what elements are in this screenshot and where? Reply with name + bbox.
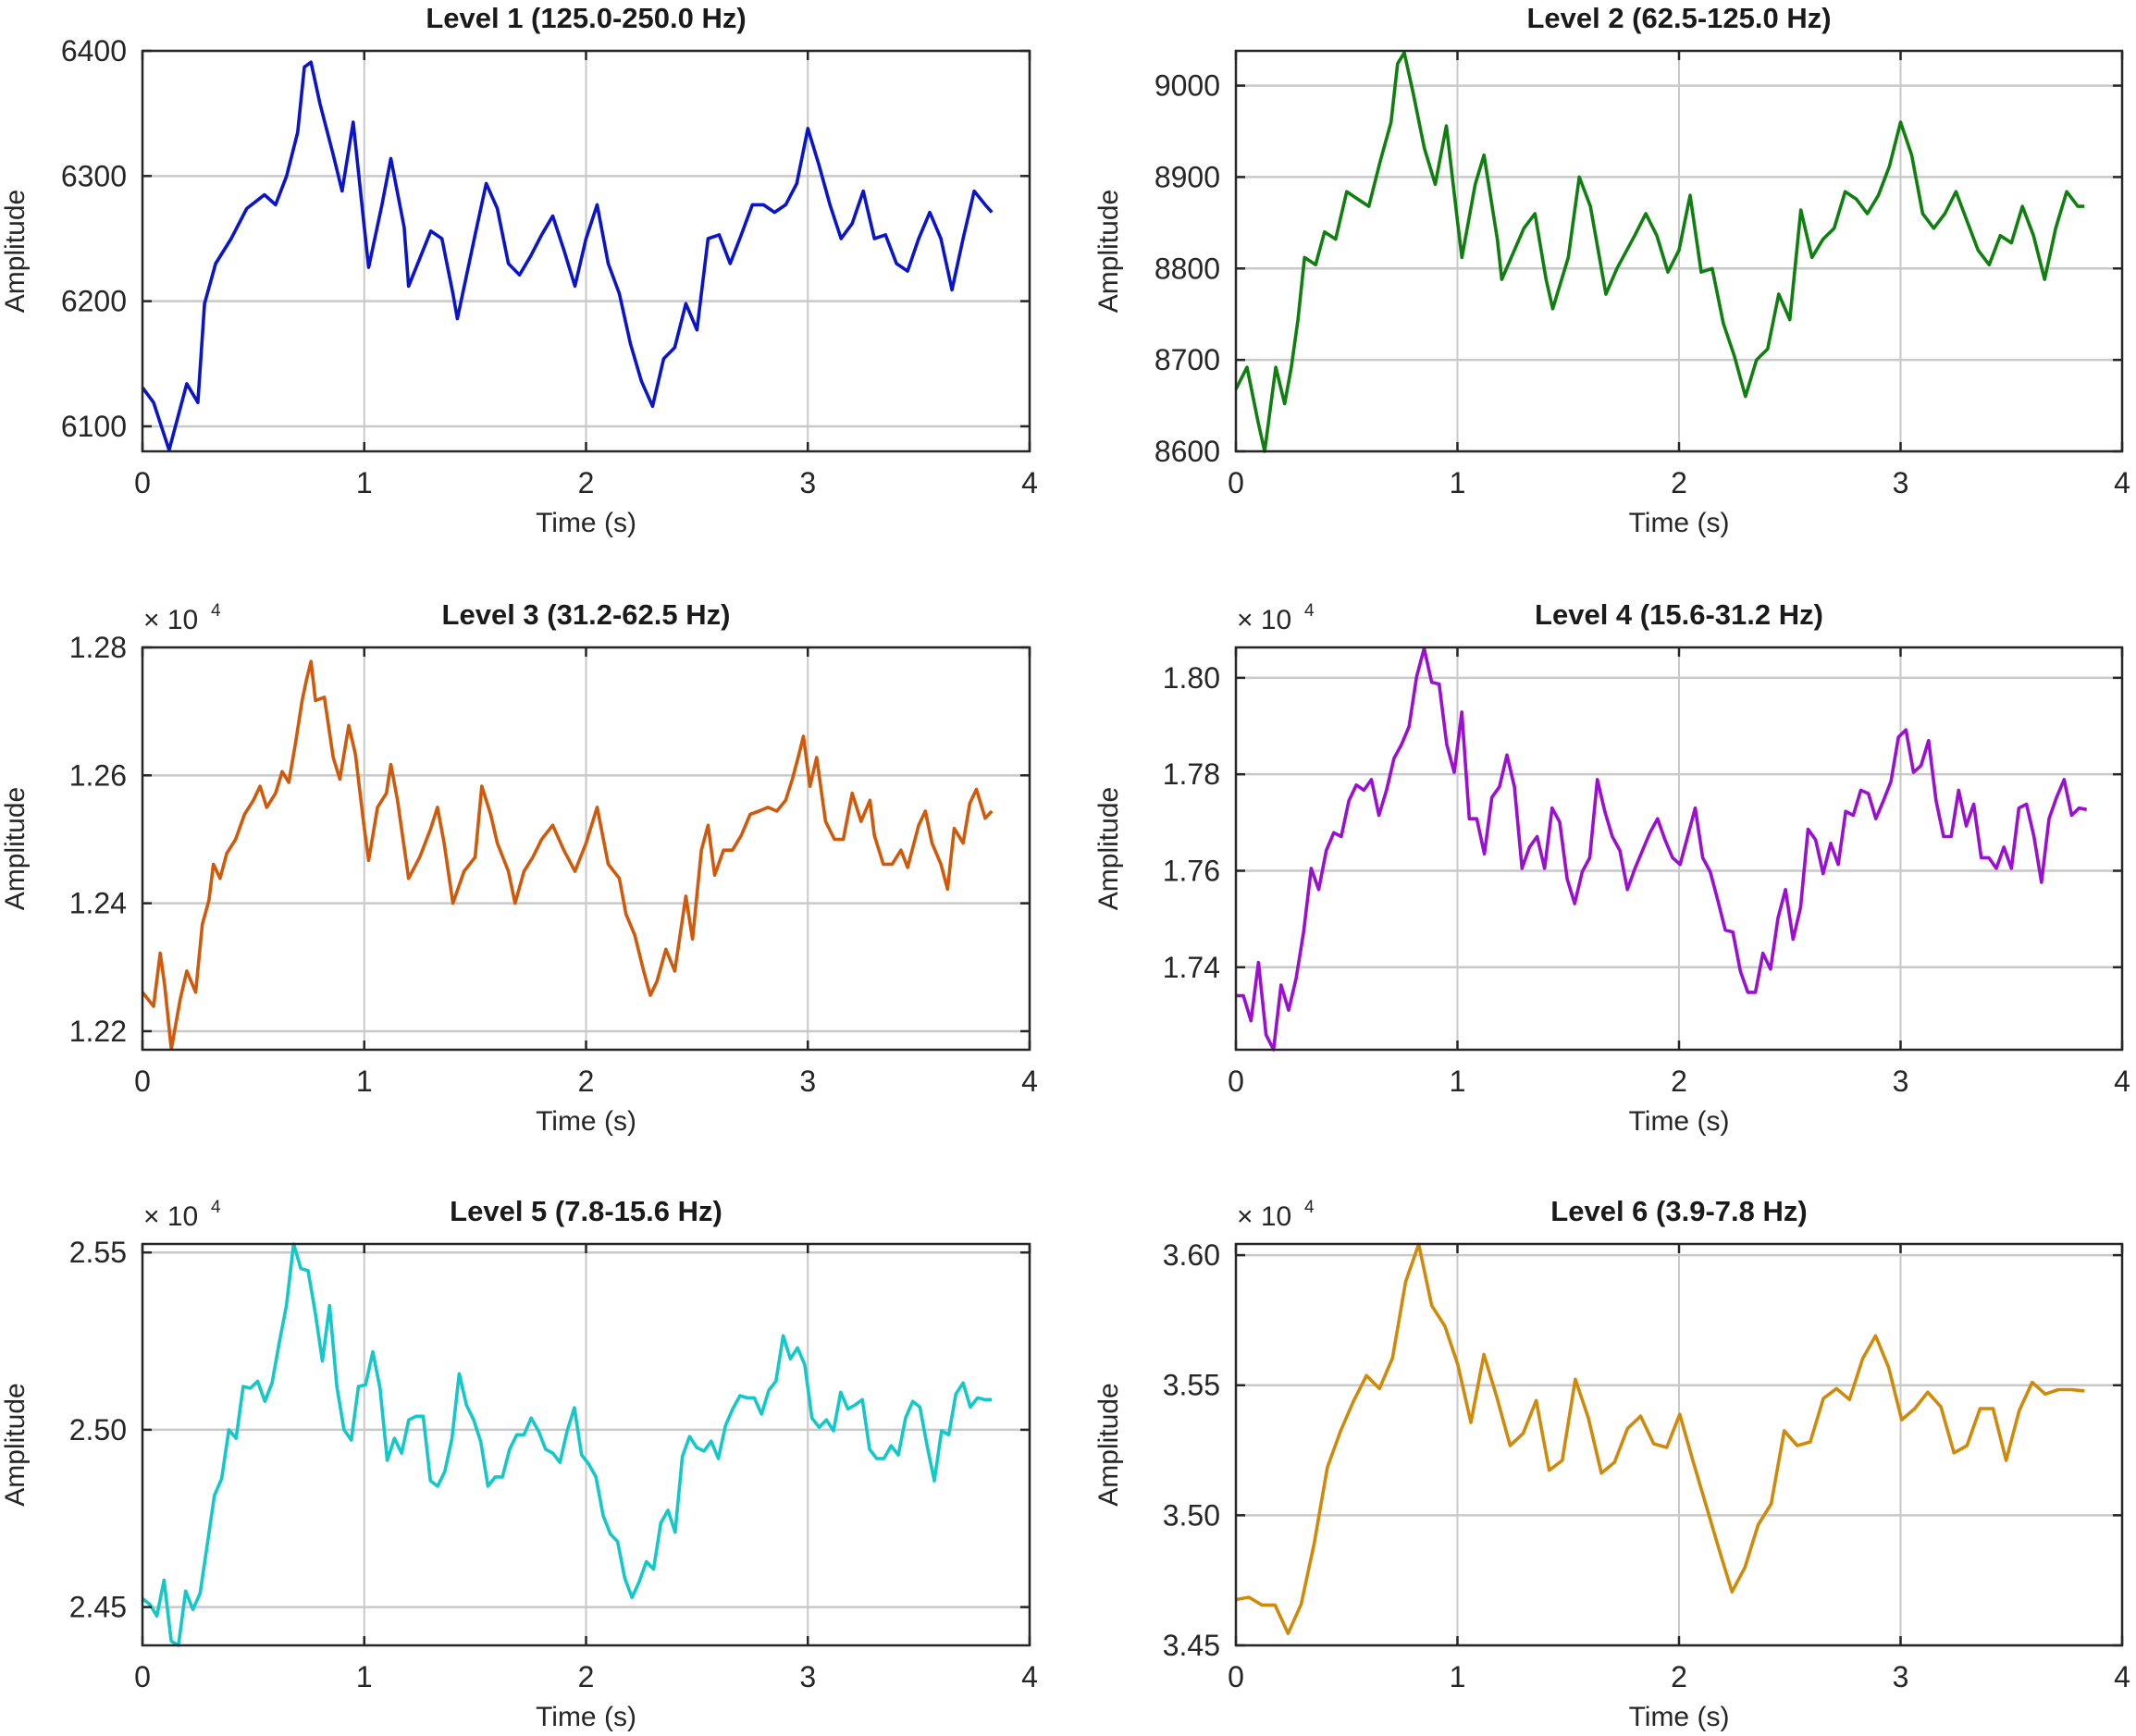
x-tick-label: 1 (1450, 1660, 1466, 1693)
x-axis-label: Time (s) (1629, 1702, 1730, 1732)
y-tick-label: 3.50 (1163, 1498, 1220, 1532)
y-tick-label: 2.55 (69, 1236, 127, 1269)
x-tick-label: 4 (1021, 1065, 1038, 1098)
x-tick-label: 1 (1450, 466, 1466, 499)
x-axis-label: Time (s) (1629, 1106, 1730, 1137)
y-tick-label: 1.76 (1163, 854, 1220, 887)
x-tick-label: 2 (1671, 1065, 1687, 1098)
subplot-level-5: 0 1 2 3 4 2.45 2.50 2.55 Level 5 (7.8-15.6 Hz) Ti… (0, 1195, 1038, 1732)
x-tick-label: 1 (356, 1065, 373, 1098)
x-tick-label: 2 (578, 1660, 595, 1693)
x-tick-label: 4 (1021, 1660, 1038, 1693)
axis-exponent-power: 4 (211, 601, 221, 621)
series-line-level-5 (141, 1242, 993, 1647)
x-tick-label: 2 (578, 466, 595, 499)
chart-title: Level 3 (31.2-62.5 Hz) (442, 598, 731, 631)
series-line-level-1 (141, 60, 994, 452)
x-tick-label: 2 (578, 1065, 595, 1098)
chart-title: Level 2 (62.5-125.0 Hz) (1526, 2, 1831, 34)
chart-title: Level 1 (125.0-250.0 Hz) (426, 2, 746, 34)
x-tick-label: 4 (2114, 1065, 2130, 1098)
x-axis-label: Time (s) (536, 508, 636, 538)
axis-exponent-base: × 10 (1237, 605, 1291, 635)
y-tick-label: 8900 (1154, 160, 1220, 193)
axis-exponent-base: × 10 (143, 605, 198, 635)
x-tick-label: 3 (799, 1660, 816, 1693)
x-tick-label: 3 (1893, 1660, 1909, 1693)
axis-exponent-power: 4 (1304, 1198, 1315, 1217)
subplot-level-4: 0 1 2 3 4 1.74 1.76 1.78 1.80 Level 4 (15.6-31.2 … (1093, 598, 2130, 1137)
x-tick-label: 0 (1228, 1065, 1244, 1098)
y-tick-label: 1.28 (69, 631, 127, 664)
series-line-level-2 (1234, 51, 2085, 453)
y-tick-label: 2.45 (69, 1591, 127, 1624)
y-tick-label: 1.74 (1163, 951, 1220, 984)
y-tick-label: 8600 (1154, 435, 1220, 468)
y-tick-label: 6100 (61, 410, 127, 443)
y-axis-label: Amplitude (1093, 190, 1124, 313)
subplot-level-3: 0 1 2 3 4 1.22 1.24 1.26 1.28 Level 3 (31.2-62.5 … (0, 598, 1038, 1137)
subplot-level-2: 0 1 2 3 4 8600 8700 8800 8900 9000 Level 2 (62.5-1… (1093, 2, 2130, 538)
x-tick-label: 4 (1021, 466, 1038, 499)
x-tick-label: 3 (799, 466, 816, 499)
axis-exponent-base: × 10 (143, 1201, 198, 1232)
y-axis-label: Amplitude (1093, 1383, 1124, 1506)
y-axis-label: Amplitude (0, 1383, 31, 1506)
y-axis-label: Amplitude (1093, 787, 1124, 910)
x-axis-label: Time (s) (1629, 508, 1730, 538)
chart-title: Level 5 (7.8-15.6 Hz) (450, 1195, 722, 1227)
y-tick-label: 3.60 (1163, 1238, 1220, 1272)
series-line-level-4 (1236, 646, 2088, 1052)
y-tick-label: 1.22 (69, 1015, 127, 1048)
x-tick-label: 3 (1893, 466, 1909, 499)
y-axis-label: Amplitude (0, 787, 31, 910)
x-tick-label: 4 (2114, 1660, 2130, 1693)
x-tick-label: 0 (134, 466, 151, 499)
x-tick-label: 1 (1450, 1065, 1466, 1098)
x-axis-label: Time (s) (536, 1702, 636, 1732)
series-line-level-6 (1235, 1242, 2085, 1635)
y-tick-label: 2.50 (69, 1413, 127, 1447)
y-tick-label: 6400 (61, 34, 127, 68)
y-axis-label: Amplitude (0, 190, 31, 313)
chart-title: Level 4 (15.6-31.2 Hz) (1535, 598, 1823, 631)
x-tick-label: 3 (799, 1065, 816, 1098)
x-tick-label: 2 (1671, 466, 1687, 499)
x-tick-label: 0 (134, 1065, 151, 1098)
x-tick-label: 3 (1893, 1065, 1909, 1098)
y-tick-label: 1.26 (69, 758, 127, 792)
x-tick-label: 0 (134, 1660, 151, 1693)
y-tick-label: 1.24 (69, 887, 127, 920)
x-tick-label: 0 (1228, 466, 1244, 499)
y-tick-label: 6300 (61, 159, 127, 192)
subplot-level-6: 0 1 2 3 4 3.45 3.50 3.55 3.60 Level 6 (3.9-7.8 Hz… (1093, 1195, 2130, 1732)
y-tick-label: 3.45 (1163, 1629, 1220, 1662)
x-tick-label: 4 (2114, 466, 2130, 499)
subplot-level-1: 0 1 2 3 4 6100 6200 6300 6400 Level 1 (125.0-250.… (0, 2, 1038, 538)
x-tick-label: 1 (356, 466, 373, 499)
y-tick-label: 9000 (1154, 69, 1220, 103)
y-tick-label: 8800 (1154, 252, 1220, 285)
x-tick-label: 2 (1671, 1660, 1687, 1693)
y-tick-label: 6200 (61, 285, 127, 318)
series-line-level-3 (141, 659, 994, 1052)
x-axis-label: Time (s) (536, 1106, 636, 1137)
y-tick-label: 3.55 (1163, 1369, 1220, 1402)
axis-exponent-base: × 10 (1237, 1201, 1291, 1232)
y-tick-label: 1.80 (1163, 661, 1220, 695)
chart-title: Level 6 (3.9-7.8 Hz) (1550, 1195, 1807, 1227)
axis-exponent-power: 4 (211, 1198, 221, 1217)
x-tick-label: 0 (1228, 1660, 1244, 1693)
y-tick-label: 1.78 (1163, 757, 1220, 791)
y-tick-label: 8700 (1154, 343, 1220, 376)
axis-exponent-power: 4 (1304, 601, 1315, 621)
x-tick-label: 1 (356, 1660, 373, 1693)
